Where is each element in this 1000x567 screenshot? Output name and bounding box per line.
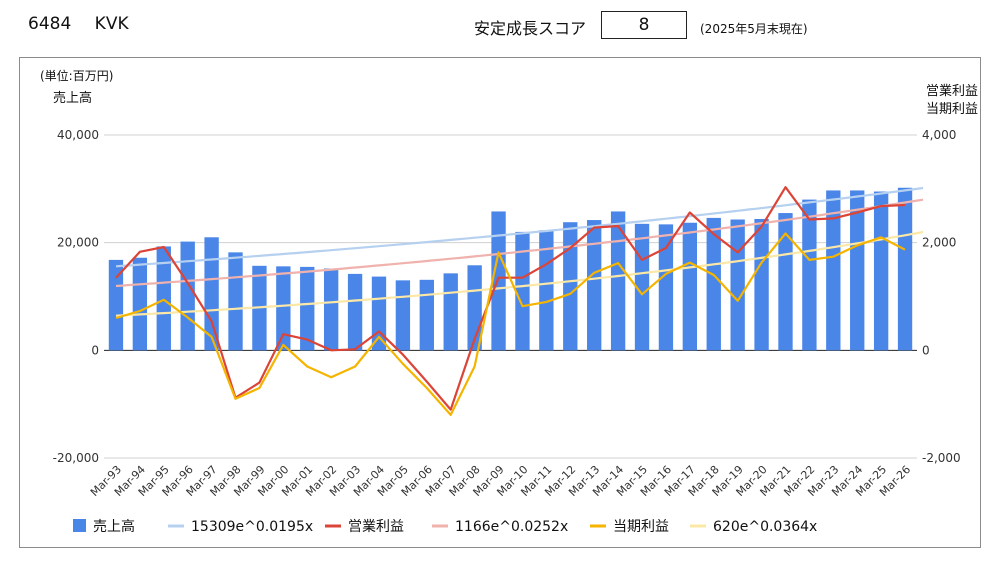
right-tick-label: -2,000	[922, 451, 961, 465]
bar-sales	[323, 268, 339, 351]
company-ticker: 6484 KVK	[28, 14, 129, 34]
right-tick-label: 2,000	[922, 236, 956, 250]
bar-sales	[276, 266, 291, 351]
company-name: KVK	[94, 14, 129, 34]
company-code: 6484	[28, 14, 72, 34]
legend-label: 620e^0.0364x	[713, 519, 817, 535]
bar-sales	[347, 273, 363, 351]
chart-frame	[19, 57, 981, 548]
bar-sales	[443, 273, 458, 351]
legend-label: 15309e^0.0195x	[191, 519, 313, 535]
left-tick-label: 40,000	[57, 128, 99, 142]
bar-sales	[778, 213, 793, 351]
bar-sales	[300, 266, 315, 351]
bar-sales	[850, 190, 865, 351]
right-tick-label: 4,000	[922, 128, 956, 142]
left-axis-title: 売上高	[53, 90, 92, 106]
bar-sales	[371, 276, 387, 351]
left-tick-label: -20,000	[53, 451, 99, 465]
bar-sales	[132, 257, 148, 351]
score-value-box: 8	[601, 11, 687, 39]
bar-sales	[395, 280, 411, 351]
trendline	[115, 198, 924, 288]
bar-sales	[587, 220, 602, 351]
legend-label: 当期利益	[613, 519, 669, 535]
line-net-profit	[115, 232, 906, 416]
legend-label: 営業利益	[348, 519, 404, 535]
bar-sales	[610, 211, 626, 351]
right-axis-title: 当期利益	[926, 102, 978, 117]
bar-sales	[730, 219, 745, 351]
right-axis-title: 営業利益	[926, 83, 978, 99]
trendline	[115, 231, 924, 317]
trendline	[115, 186, 924, 268]
bar-sales	[419, 279, 434, 351]
bar-sales	[658, 224, 674, 351]
legend-swatch	[73, 519, 86, 532]
bar-sales	[108, 259, 124, 351]
bar-sales	[180, 241, 195, 351]
bar-sales	[682, 222, 698, 351]
score-value: 8	[638, 15, 650, 35]
bar-sales	[563, 222, 578, 351]
legend-label: 売上高	[93, 518, 135, 535]
left-tick-label: 20,000	[57, 236, 99, 250]
bar-sales	[802, 199, 817, 351]
bar-sales	[539, 230, 554, 351]
legend-label: 1166e^0.0252x	[455, 519, 568, 535]
bar-sales	[754, 218, 769, 351]
bar-sales	[706, 217, 721, 351]
unit-label: (単位:百万円)	[40, 68, 113, 83]
bar-sales	[897, 187, 913, 351]
bar-sales	[204, 237, 219, 351]
right-tick-label: 0	[922, 343, 930, 357]
bar-sales	[491, 211, 506, 351]
bar-sales	[873, 191, 889, 351]
bar-sales	[156, 246, 171, 351]
score-label: 安定成長スコア	[474, 19, 587, 38]
left-tick-label: 0	[91, 343, 99, 357]
as-of-date: (2025年5月末現在)	[700, 22, 808, 36]
bar-sales	[228, 252, 243, 351]
bar-sales	[826, 190, 841, 351]
bar-sales	[515, 231, 530, 351]
